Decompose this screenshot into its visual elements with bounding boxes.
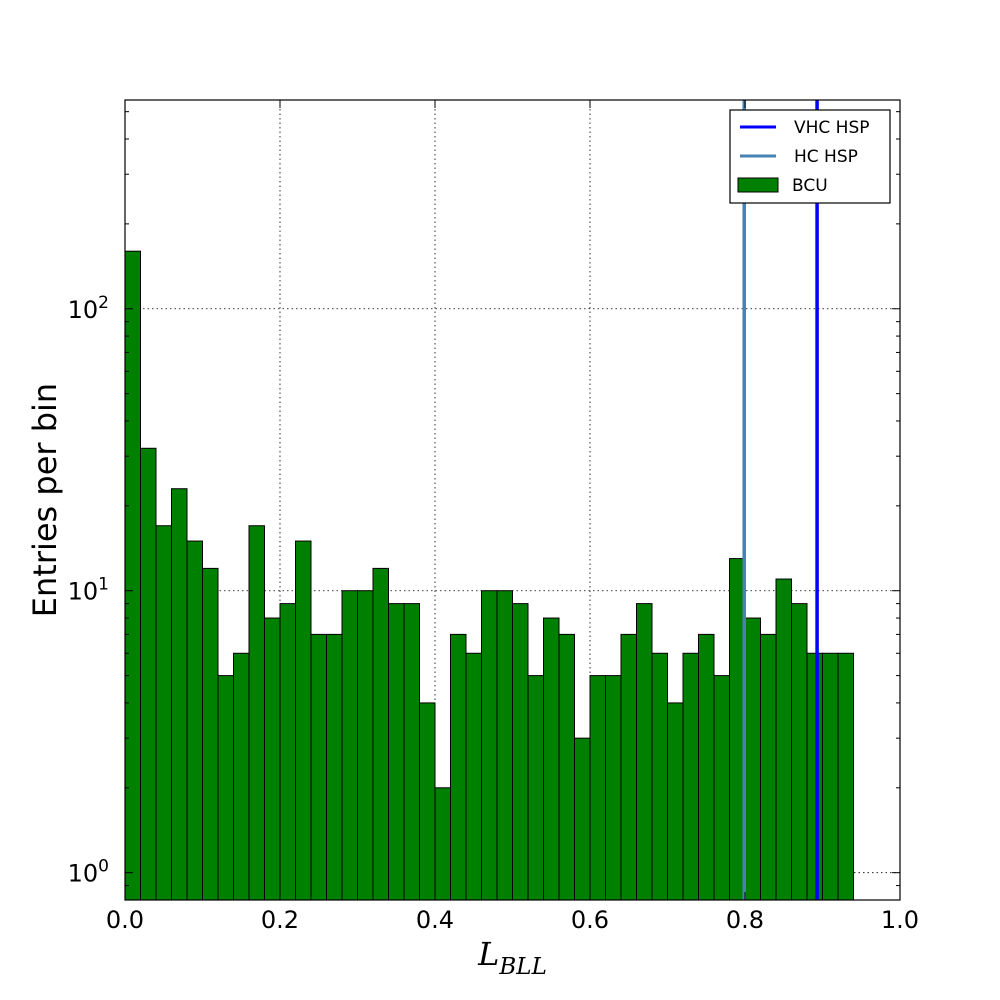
histogram-bar bbox=[806, 652, 823, 901]
histogram-bar bbox=[713, 675, 730, 901]
histogram-bar bbox=[434, 787, 451, 901]
y-axis-label: Entries per bin bbox=[26, 383, 64, 617]
histogram-bar bbox=[527, 675, 544, 901]
axis-tick-labels: 0.0 0.2 0.4 0.6 0.8 1.0 100 101 102 bbox=[68, 293, 919, 934]
histogram-bar bbox=[574, 737, 591, 901]
x-tick-label: 1.0 bbox=[881, 906, 919, 934]
plot-frame bbox=[124, 99, 901, 901]
histogram-bar bbox=[543, 617, 560, 901]
histogram-bar bbox=[589, 675, 606, 901]
histogram-bar bbox=[155, 525, 172, 901]
histogram-bar bbox=[496, 590, 513, 901]
histogram-bar bbox=[357, 590, 374, 901]
histogram-bar bbox=[419, 702, 436, 901]
histogram-bar bbox=[310, 633, 327, 901]
legend: VHC HSP HC HSP BCU bbox=[729, 109, 891, 204]
x-tick-label: 0.0 bbox=[106, 906, 144, 934]
histogram-bar bbox=[388, 603, 405, 901]
histogram-bar bbox=[620, 633, 637, 901]
histogram-bar bbox=[248, 525, 265, 901]
y-tick-label: 101 bbox=[68, 575, 109, 606]
histogram-bar bbox=[822, 652, 839, 901]
histogram-bar bbox=[481, 590, 498, 901]
histogram-bar bbox=[837, 652, 854, 901]
x-tick-label: 0.6 bbox=[571, 906, 609, 934]
legend-label-hc-hsp: HC HSP bbox=[794, 147, 858, 167]
histogram-bar bbox=[372, 567, 389, 901]
legend-label-vhc-hsp: VHC HSP bbox=[794, 118, 870, 138]
x-tick-label: 0.8 bbox=[726, 906, 764, 934]
histogram-bar bbox=[791, 603, 808, 901]
histogram-bar bbox=[279, 603, 296, 901]
x-axis-label-subscript: BLL bbox=[498, 954, 546, 980]
histogram-bars bbox=[124, 250, 854, 901]
histogram-bar bbox=[465, 652, 482, 901]
histogram-bar bbox=[744, 617, 761, 901]
legend-label-bcu: BCU bbox=[792, 176, 828, 196]
histogram-bar bbox=[651, 652, 668, 901]
vertical-lines bbox=[742, 100, 819, 900]
histogram-bar bbox=[326, 633, 343, 901]
histogram-bar bbox=[202, 567, 219, 901]
histogram-bar bbox=[403, 603, 420, 901]
histogram-bar bbox=[636, 603, 653, 901]
histogram-bar bbox=[140, 447, 157, 901]
histogram-bar bbox=[186, 540, 203, 901]
histogram-bar bbox=[124, 250, 141, 901]
x-tick-label: 0.4 bbox=[416, 906, 454, 934]
histogram-bar bbox=[295, 540, 312, 901]
histogram-bar bbox=[760, 633, 777, 901]
histogram-bar bbox=[682, 652, 699, 901]
histogram-bar bbox=[341, 590, 358, 901]
histogram-bar bbox=[667, 702, 684, 901]
legend-swatch-bcu bbox=[737, 177, 779, 193]
x-axis-label-main: L bbox=[477, 935, 499, 973]
x-axis-label: LBLL bbox=[477, 935, 547, 980]
histogram-bar bbox=[450, 633, 467, 901]
histogram-bar bbox=[233, 652, 250, 901]
y-tick-label: 102 bbox=[68, 293, 109, 324]
histogram-bar bbox=[558, 633, 575, 901]
histogram-bar bbox=[605, 675, 622, 901]
histogram-bar bbox=[171, 488, 188, 901]
axis-ticks bbox=[124, 100, 901, 901]
histogram-bar bbox=[512, 603, 529, 901]
x-tick-label: 0.2 bbox=[261, 906, 299, 934]
histogram-bar bbox=[217, 675, 234, 901]
y-tick-label: 100 bbox=[68, 857, 109, 888]
histogram-bar bbox=[698, 633, 715, 901]
histogram-bar bbox=[775, 578, 792, 901]
histogram-bar bbox=[264, 617, 281, 901]
